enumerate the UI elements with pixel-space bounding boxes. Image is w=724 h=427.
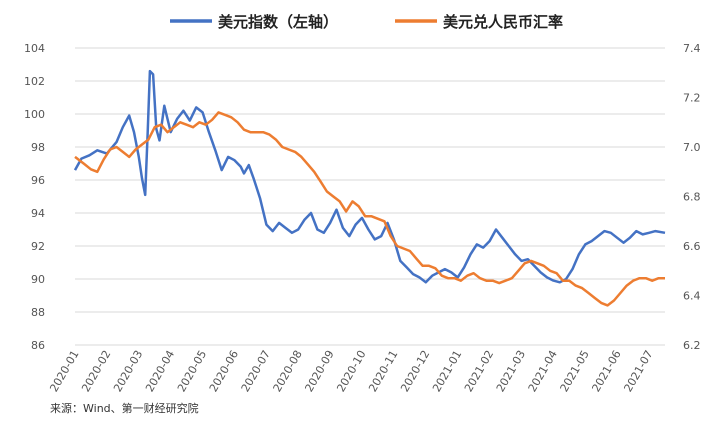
x-tick-label: 2020-01	[47, 348, 81, 394]
right-tick-label: 6.8	[683, 191, 701, 204]
legend-label-dollar-index: 美元指数（左轴）	[218, 13, 338, 31]
left-axis-ticks: 86 88 90 92 94 96 98 100 102 104	[24, 42, 45, 352]
right-axis-ticks: 6.2 6.4 6.6 6.8 7.0 7.2 7.4	[683, 42, 701, 352]
left-tick-label: 90	[31, 273, 45, 286]
x-tick-label: 2021-06	[590, 348, 624, 394]
series-line-usdcny	[74, 111, 665, 307]
gridlines	[75, 47, 665, 346]
x-tick-label: 2020-11	[366, 348, 400, 394]
left-tick-label: 96	[31, 174, 45, 187]
right-tick-label: 7.4	[683, 42, 701, 55]
left-tick-label: 92	[31, 240, 45, 253]
right-tick-label: 7.0	[683, 141, 701, 154]
left-tick-label: 88	[31, 306, 45, 319]
x-tick-label: 2021-04	[526, 348, 560, 394]
right-tick-label: 6.6	[683, 240, 701, 253]
x-tick-label: 2020-03	[111, 348, 145, 394]
x-axis-ticks: 2020-012020-022020-032020-042020-052020-…	[47, 348, 655, 394]
left-tick-label: 94	[31, 207, 45, 220]
legend-label-usdcny: 美元兑人民币汇率	[443, 13, 563, 31]
left-tick-label: 86	[31, 339, 45, 352]
series-lines	[73, 69, 666, 307]
x-tick-label: 2020-04	[143, 348, 177, 394]
x-tick-label: 2020-02	[79, 348, 113, 394]
x-tick-label: 2021-07	[621, 348, 655, 394]
source-note: 来源：Wind、第一财经研究院	[50, 401, 199, 415]
x-tick-label: 2020-06	[207, 348, 241, 394]
left-tick-label: 98	[31, 141, 45, 154]
x-tick-label: 2021-01	[430, 348, 464, 394]
x-tick-label: 2020-05	[175, 348, 209, 394]
legend: 美元指数（左轴） 美元兑人民币汇率	[170, 13, 563, 31]
right-tick-label: 6.2	[683, 339, 701, 352]
x-tick-label: 2021-05	[558, 348, 592, 394]
left-tick-label: 104	[24, 42, 45, 55]
x-tick-label: 2021-02	[462, 348, 496, 394]
left-tick-label: 102	[24, 75, 45, 88]
right-tick-label: 7.2	[683, 92, 701, 105]
x-tick-label: 2020-07	[239, 348, 273, 394]
right-tick-label: 6.4	[683, 290, 701, 303]
left-tick-label: 100	[24, 108, 45, 121]
x-tick-label: 2021-03	[494, 348, 528, 394]
series-line-dollar-index	[73, 69, 666, 284]
x-tick-label: 2020-08	[271, 348, 305, 394]
x-tick-label: 2020-12	[398, 348, 432, 394]
x-tick-label: 2020-09	[302, 348, 336, 394]
x-tick-label: 2020-10	[334, 348, 368, 394]
